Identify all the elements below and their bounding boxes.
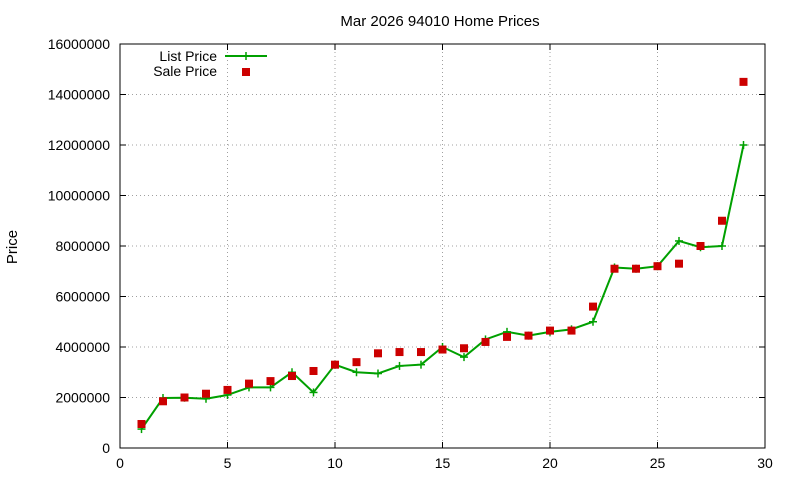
sale-price-point xyxy=(137,420,146,429)
sale-price-point xyxy=(481,337,490,346)
x-tick-label: 25 xyxy=(650,455,666,471)
legend-marker-list-price xyxy=(242,52,250,60)
chart-title: Mar 2026 94010 Home Prices xyxy=(340,13,539,30)
y-tick-label: 0 xyxy=(102,440,110,456)
sale-price-point xyxy=(632,264,640,273)
list-price-point xyxy=(395,361,404,370)
sale-price-point xyxy=(524,331,533,340)
y-tick-label: 8000000 xyxy=(55,238,110,254)
list-price-point xyxy=(352,368,361,377)
sale-price-point xyxy=(417,348,425,357)
list-price-line xyxy=(140,144,745,430)
sale-price-point xyxy=(503,332,511,341)
sale-price-point xyxy=(718,216,726,225)
sale-price-point xyxy=(546,326,554,335)
sale-price-point xyxy=(653,262,662,271)
sale-price-point xyxy=(610,264,619,273)
x-tick-label: 5 xyxy=(224,455,232,471)
list-price-point xyxy=(460,353,468,362)
list-price-point xyxy=(718,242,726,250)
x-tick-label: 10 xyxy=(327,455,343,471)
sale-price-point xyxy=(288,372,296,381)
y-tick-label: 16000000 xyxy=(48,36,111,52)
axis-ticks: 0 5 10 15 20 25 30 0 2000000 4000000 6000000 800000… xyxy=(48,36,773,471)
y-axis-label: Price xyxy=(4,230,21,264)
legend-label-sale-price: Sale Price xyxy=(153,63,217,79)
sale-price-point xyxy=(739,77,748,86)
y-tick-label: 10000000 xyxy=(48,188,111,204)
sale-price-point xyxy=(202,389,210,398)
sale-price-point xyxy=(675,259,683,268)
list-price-point xyxy=(675,236,683,245)
grid-lines xyxy=(120,44,765,448)
x-tick-label: 0 xyxy=(116,455,124,471)
sale-price-point xyxy=(159,397,167,406)
y-tick-label: 4000000 xyxy=(55,339,110,355)
x-tick-label: 15 xyxy=(435,455,451,471)
sale-price-point xyxy=(331,360,339,369)
x-tick-label: 20 xyxy=(542,455,558,471)
y-tick-label: 2000000 xyxy=(55,390,110,406)
sale-price-point xyxy=(309,366,318,375)
sale-price-point xyxy=(374,349,382,358)
y-tick-label: 6000000 xyxy=(55,289,110,305)
sale-price-point xyxy=(180,393,189,402)
sale-price-point xyxy=(395,348,404,357)
sale-price-point xyxy=(266,377,275,386)
list-price-point xyxy=(739,141,748,149)
legend-marker-sale-price xyxy=(242,68,250,76)
sale-price-point xyxy=(245,379,253,388)
x-tick-label: 30 xyxy=(757,455,773,471)
series-layer xyxy=(137,77,748,434)
sale-price-point xyxy=(589,302,597,311)
sale-price-point xyxy=(438,345,447,354)
y-tick-label: 14000000 xyxy=(48,87,111,103)
sale-price-point xyxy=(567,326,576,335)
y-tick-label: 12000000 xyxy=(48,137,111,153)
list-price-point xyxy=(374,369,382,378)
list-price-point xyxy=(589,317,597,326)
sale-price-point xyxy=(460,344,468,353)
sale-price-point xyxy=(696,242,705,250)
legend-label-list-price: List Price xyxy=(159,48,217,64)
list-price-point xyxy=(309,388,318,397)
sale-price-point xyxy=(352,358,361,367)
sale-price-point xyxy=(223,385,232,394)
list-price-point xyxy=(417,360,425,369)
